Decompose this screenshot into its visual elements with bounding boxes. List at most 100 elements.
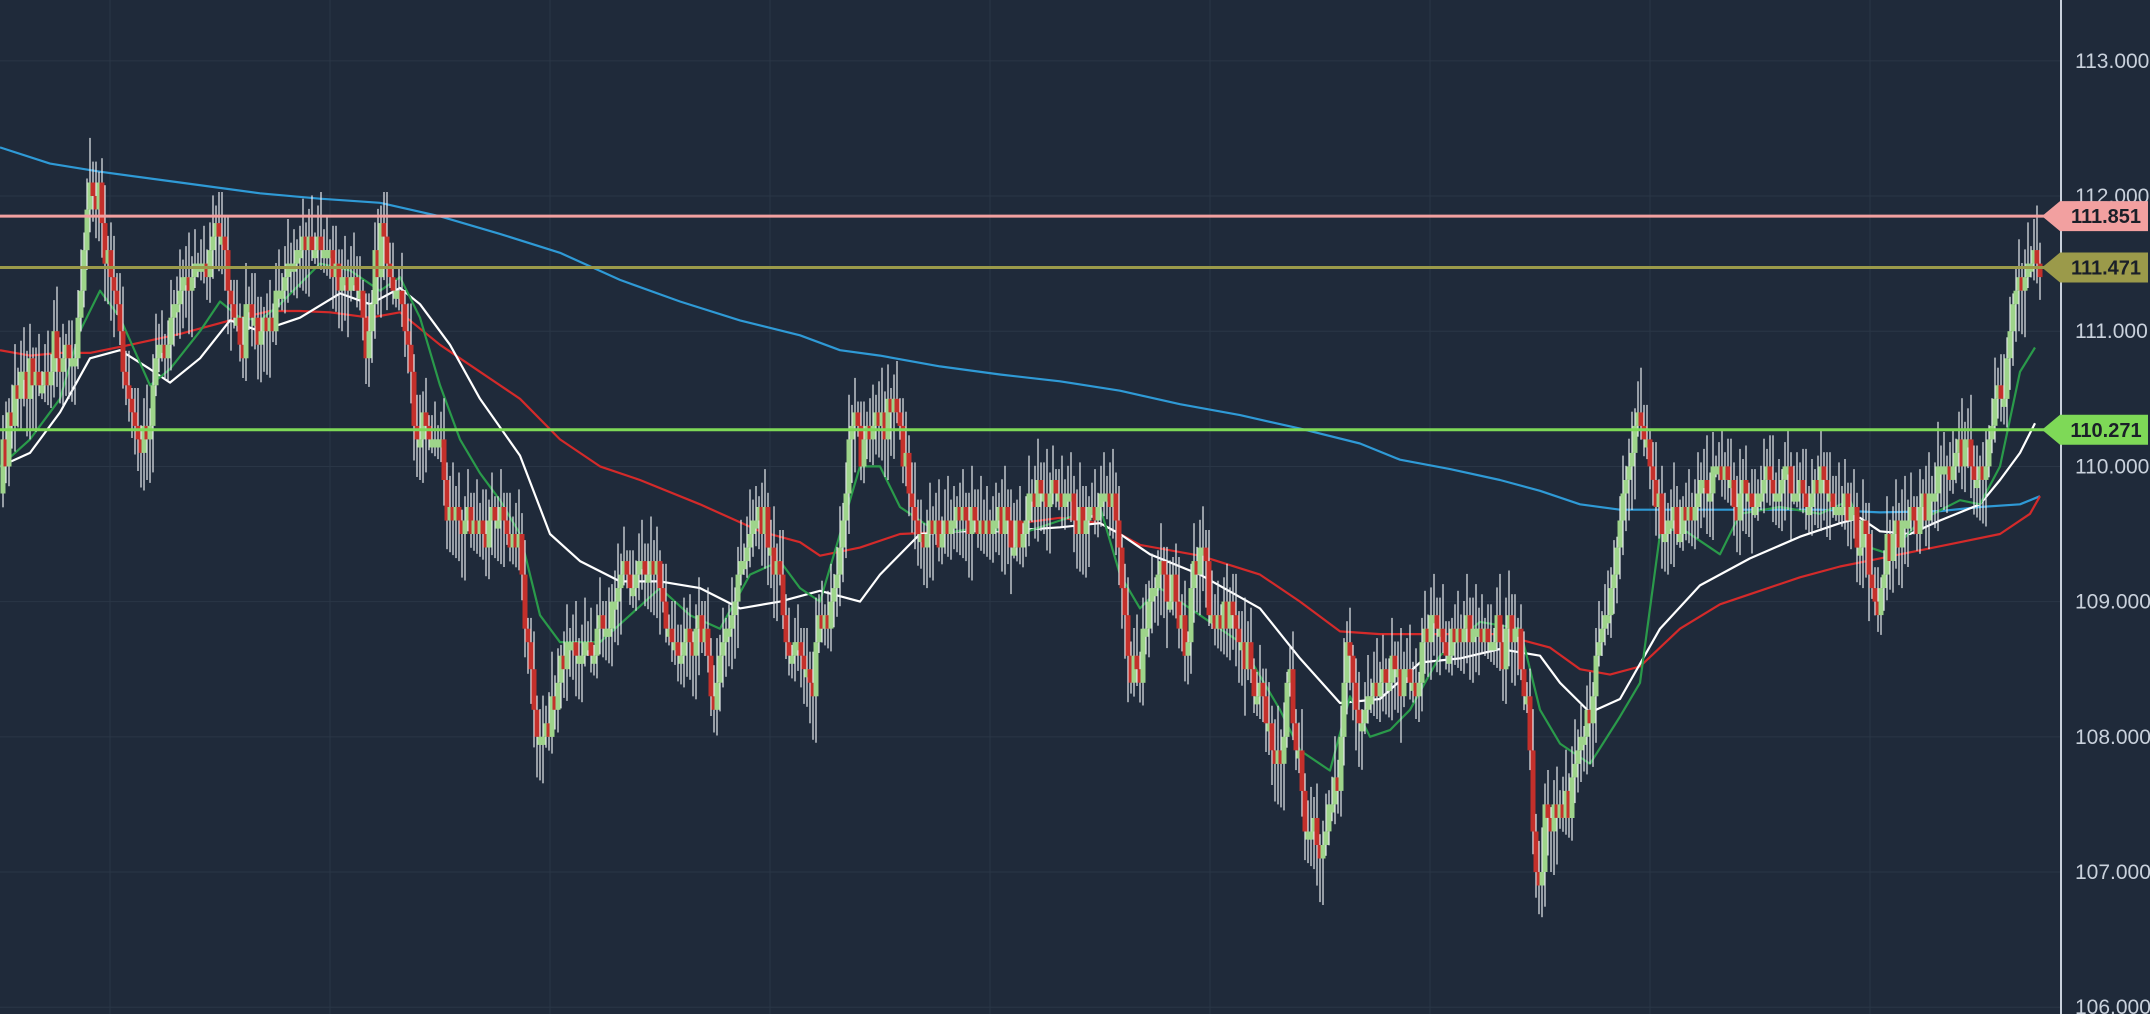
candle-body [1050,480,1056,494]
candle-body [15,385,21,399]
candle-body [1011,547,1017,556]
candle-body [1404,669,1410,678]
horizontal-levels[interactable] [0,214,2061,432]
candle-body [1053,480,1059,494]
candle-body [1968,439,1974,467]
candle-body [1602,615,1608,629]
price-tag[interactable] [2042,252,2148,283]
candle-body [450,507,456,521]
candle-body [882,412,888,440]
candle-body [1272,750,1278,764]
candle-body [1026,493,1032,521]
candle-body [225,250,231,291]
candle-body [1764,466,1770,480]
candle-body [732,601,738,616]
candle-body [1509,615,1515,643]
candle-body [978,520,984,534]
candle-body [1566,790,1572,818]
candle-body [129,398,135,413]
candle-body [1809,493,1815,507]
candle-body [969,507,975,534]
candle-body [720,642,726,656]
candle-body [495,520,501,529]
candle-body [1149,588,1155,602]
candle-body [708,655,714,697]
candle-body [753,520,759,529]
candle-body [1158,561,1164,575]
candle-body [795,642,801,651]
candle-body [603,628,609,637]
candle-body [519,534,525,575]
candle-body [483,534,489,548]
candle-body [1317,845,1323,859]
candle-body [543,723,549,737]
candle-body [1650,466,1656,480]
candle-body [681,642,687,656]
candle-body [1143,628,1149,637]
candle-body [1623,480,1629,494]
candle-body [1770,480,1776,494]
candle-body [696,615,702,629]
candle-body [1683,507,1689,521]
candle-body [426,425,432,440]
candle-body [1986,439,1992,467]
candle-body [1350,655,1356,683]
candle-body [378,223,384,278]
candle-body [1767,466,1773,480]
candle-body [276,290,282,299]
candle-body [1203,547,1209,562]
price-level-tags[interactable]: 111.851 111.471 110.271 [2042,201,2148,445]
candle-body [918,534,924,543]
candle-body [1344,642,1350,683]
candle-body [1260,682,1266,697]
moving-average-line-0 [0,146,2041,514]
candle-body [1674,507,1680,534]
candle-body [1161,561,1167,575]
candle-body [1590,696,1596,724]
candle-body [1410,682,1416,691]
candle-body [1707,493,1713,502]
candle-body [237,317,243,345]
candle-body [99,182,105,224]
price-tag-label: 110.271 [2070,420,2141,442]
candle-body [1320,845,1326,859]
candle-body [1662,534,1668,543]
candle-body [1620,493,1626,521]
candle-body [1941,466,1947,475]
candle-body [300,236,306,251]
candle-body [2004,358,2010,399]
candle-body [153,358,159,386]
candle-body [1638,412,1644,426]
candle-body [171,304,177,318]
candle-body [1035,480,1041,507]
candle-body [1878,588,1884,616]
candle-body [1827,493,1833,502]
candle-body [1329,804,1335,813]
price-tag[interactable] [2042,414,2148,445]
candle-body [855,412,861,426]
candle-body [663,601,669,629]
candle-body [2013,290,2019,305]
candle-body [1281,736,1287,764]
candle-body [738,561,744,575]
candle-body [765,507,771,548]
candle-body [1293,723,1299,751]
candle-body [1926,493,1932,521]
candle-body [207,250,213,278]
price-tag[interactable] [2042,201,2148,232]
candle-body [447,507,453,521]
candle-body [1254,696,1260,705]
candle-body [1872,588,1878,602]
candle-body [657,561,663,589]
y-tick-label: 113.000 [2075,50,2149,73]
candle-body [909,493,915,507]
candle-body [1578,736,1584,751]
candle-body [456,507,462,521]
candle-body [1905,520,1911,529]
candle-body [1428,615,1434,643]
candle-body [792,642,798,656]
candle-body [222,236,228,251]
candle-body [1956,439,1962,453]
candle-body [231,304,237,318]
